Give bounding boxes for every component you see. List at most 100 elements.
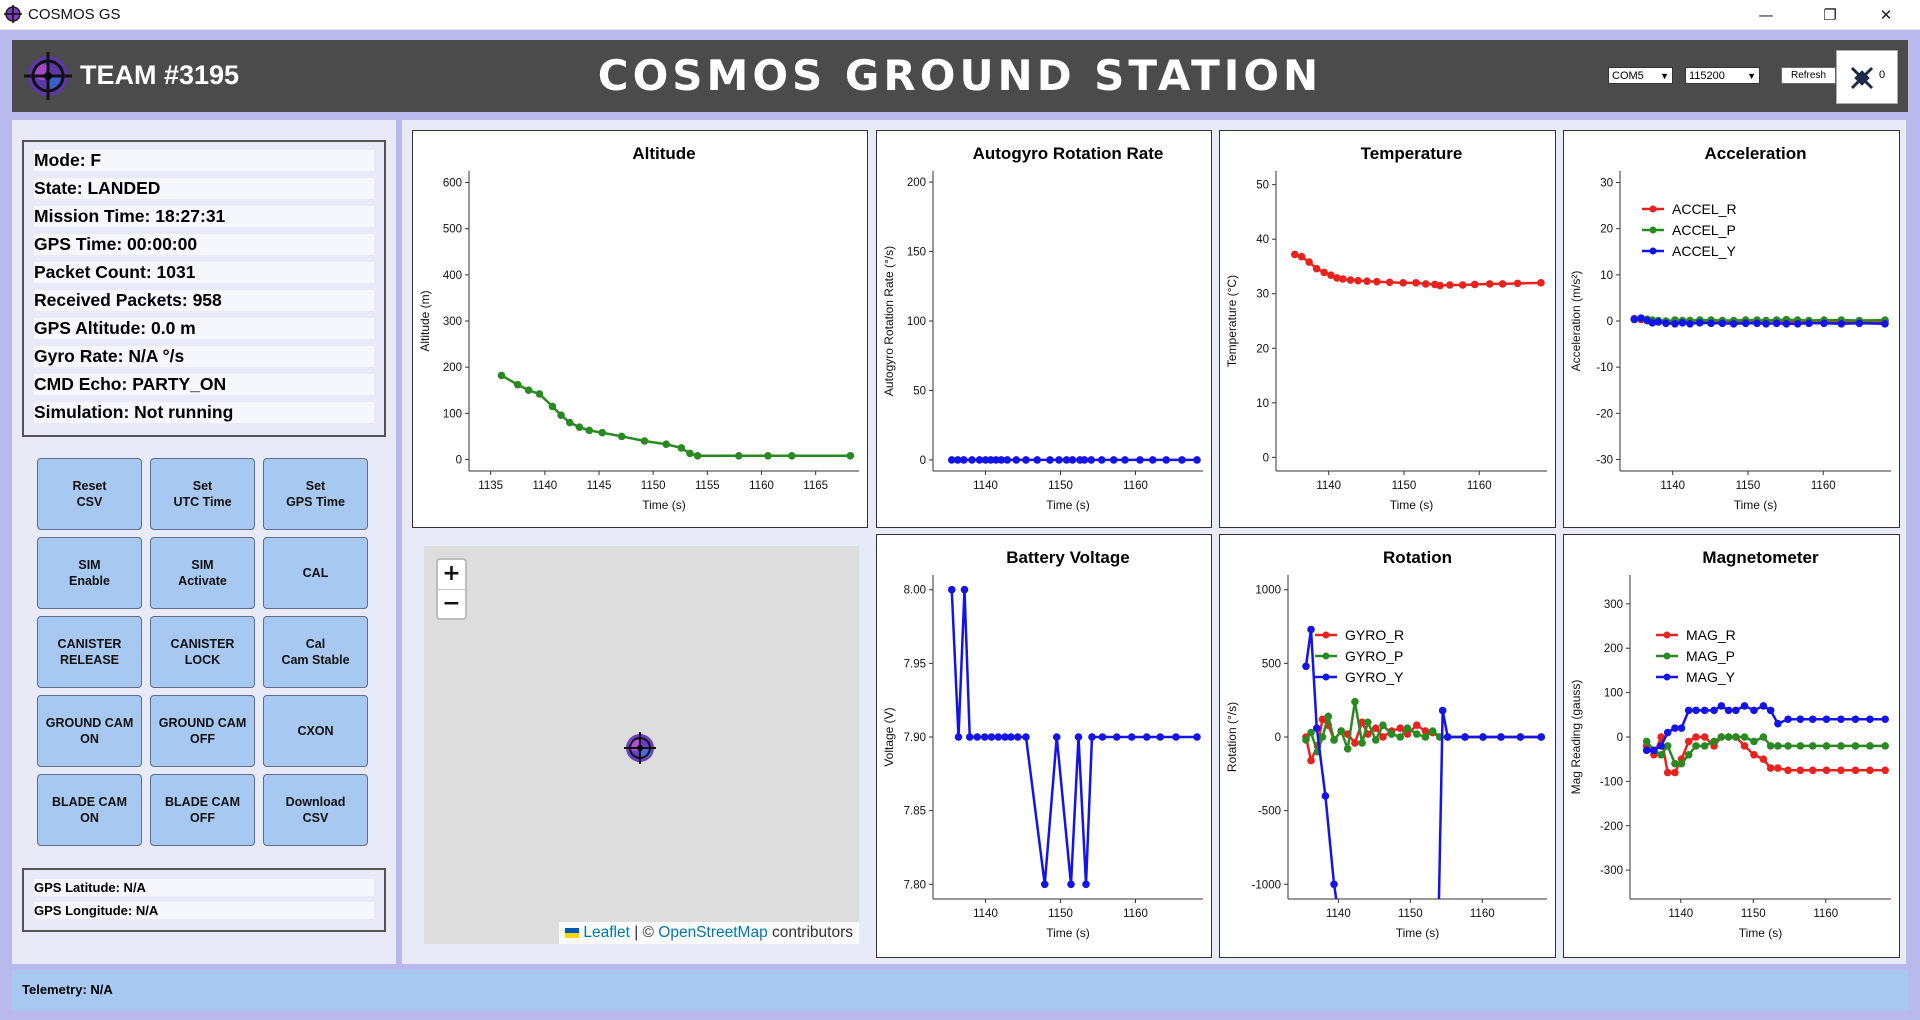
data-point (1178, 456, 1186, 464)
blade-cam-off-button[interactable]: BLADE CAM OFF (150, 774, 255, 846)
data-point (1881, 715, 1889, 724)
data-point (1330, 736, 1338, 744)
data-point (1851, 766, 1860, 775)
data-point (1637, 314, 1645, 323)
status-packet-count: Packet Count: 1031 (34, 262, 374, 283)
data-point (1642, 746, 1651, 755)
control-panel: Mode: F State: LANDED Mission Time: 18:2… (12, 120, 396, 964)
data-point (997, 456, 1006, 464)
x-tick-label: 1150 (1736, 480, 1761, 492)
set-gps-time-button[interactable]: Set GPS Time (263, 458, 368, 530)
data-point (1080, 456, 1089, 464)
com-port-value: COM5 (1612, 70, 1644, 82)
cal-button[interactable]: CAL (263, 537, 368, 609)
data-point (1740, 733, 1749, 741)
y-tick-label: 200 (443, 362, 462, 374)
data-point (1881, 742, 1889, 750)
data-point (1700, 706, 1709, 715)
data-point (1774, 742, 1782, 750)
data-point (1774, 764, 1782, 772)
map-view[interactable]: + − Leaflet | © OpenStreetMap contributo… (424, 546, 859, 944)
status-received-packets: Received Packets: 958 (34, 290, 374, 311)
restore-button[interactable]: ❐ (1823, 5, 1837, 24)
zoom-in-button[interactable]: + (438, 560, 465, 590)
data-point (1692, 706, 1700, 715)
data-point (1513, 279, 1522, 288)
minimize-button[interactable]: — (1758, 5, 1774, 24)
data-point (968, 456, 976, 464)
x-tick-label: 1150 (1048, 908, 1073, 920)
data-point (585, 426, 594, 435)
legend-label: ACCEL_Y (1672, 243, 1736, 259)
data-point (1630, 315, 1639, 323)
data-point (981, 456, 990, 464)
y-tick-label: -300 (1600, 865, 1623, 877)
y-tick-label: 400 (443, 270, 462, 282)
data-point (1684, 750, 1693, 759)
data-point (1710, 706, 1718, 715)
download-csv-button[interactable]: Download CSV (263, 774, 368, 846)
header-bar: TEAM #3195 COSMOS GROUND STATION COM5 ▼ 1… (12, 40, 1908, 112)
refresh-button[interactable]: Refresh (1781, 67, 1836, 84)
sim-activate-button[interactable]: SIM Activate (150, 537, 255, 609)
data-point (1040, 880, 1049, 889)
data-point (1671, 319, 1679, 328)
window-title: COSMOS GS (28, 6, 121, 23)
data-point (1796, 766, 1805, 775)
status-mode: Mode: F (34, 150, 374, 171)
data-point (1684, 706, 1693, 715)
set-utc-time-button[interactable]: Set UTC Time (150, 458, 255, 530)
y-tick-label: 20 (1600, 224, 1613, 236)
y-tick-label: 0 (456, 454, 462, 466)
y-tick-label: -10 (1596, 362, 1613, 374)
y-tick-label: 30 (1256, 289, 1269, 301)
y-tick-label: 500 (1262, 658, 1281, 670)
data-point (846, 451, 855, 460)
blade-cam-on-button[interactable]: BLADE CAM ON (37, 774, 142, 846)
magnetometer-chart: Magnetometer -300 -200 -100 0 100 200 300 1140 11… (1563, 534, 1900, 958)
x-tick-label: 1140 (1316, 480, 1341, 492)
data-point (1443, 733, 1452, 741)
data-point (1724, 733, 1733, 741)
zoom-out-button[interactable]: − (442, 591, 461, 616)
data-point (1412, 721, 1421, 730)
cal-cam-stable-button[interactable]: Cal Cam Stable (263, 616, 368, 688)
ground-cam-off-button[interactable]: GROUND CAM OFF (150, 695, 255, 767)
data-point (1358, 718, 1366, 727)
data-point (1307, 625, 1315, 634)
series-line (500, 374, 851, 458)
data-point (1759, 702, 1768, 710)
charts-panel: Altitude 0 100 200 300 400 500 600 1135 1140 1145 1… (402, 120, 1906, 964)
cxon-button[interactable]: CXON (263, 695, 368, 767)
baud-rate-select[interactable]: 115200 ▼ (1685, 67, 1760, 84)
sim-enable-button[interactable]: SIM Enable (37, 537, 142, 609)
data-point (965, 733, 974, 741)
ground-cam-on-button[interactable]: GROUND CAM ON (37, 695, 142, 767)
location-marker-icon[interactable] (622, 730, 658, 771)
y-tick-label: 300 (1604, 599, 1623, 611)
y-tick-label: -1000 (1252, 879, 1281, 891)
data-point (1753, 319, 1761, 328)
legend-label: ACCEL_R (1672, 201, 1737, 217)
data-point (1479, 733, 1487, 741)
data-point (960, 585, 969, 594)
data-point (1461, 733, 1469, 741)
y-tick-label: 7.85 (904, 806, 926, 818)
y-tick-label: 0 (1263, 452, 1269, 464)
data-point (1324, 712, 1333, 721)
gps-latitude: GPS Latitude: N/A (34, 879, 374, 896)
data-point (1305, 258, 1313, 266)
map-zoom-control: + − (436, 558, 467, 620)
com-port-select[interactable]: COM5 ▼ (1608, 67, 1673, 84)
data-point (1822, 766, 1831, 775)
data-point (1307, 728, 1315, 737)
close-button[interactable]: ✕ (1879, 5, 1893, 24)
plot-area (1302, 625, 1546, 899)
canister-release-button[interactable]: CANISTER RELEASE (37, 616, 142, 688)
reset-csv-button[interactable]: Reset CSV (37, 458, 142, 530)
data-point (734, 451, 743, 460)
canister-lock-button[interactable]: CANISTER LOCK (150, 616, 255, 688)
leaflet-link[interactable]: Leaflet (583, 924, 630, 941)
y-axis-label: Altitude (m) (418, 290, 432, 351)
openstreetmap-link[interactable]: OpenStreetMap (658, 924, 768, 941)
